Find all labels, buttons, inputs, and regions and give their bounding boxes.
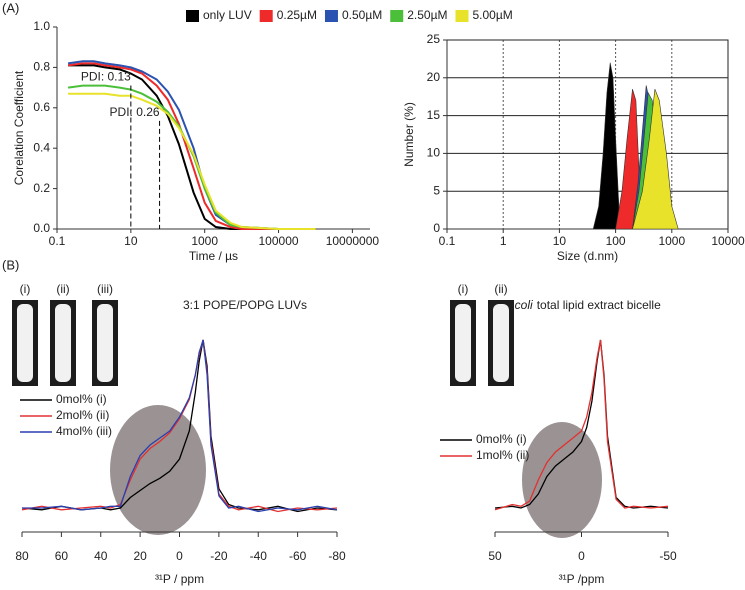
x-tick-label: 10000 bbox=[711, 234, 745, 248]
data-line bbox=[68, 64, 316, 230]
legend-label: 5.00µM bbox=[473, 8, 513, 22]
spectrum-line bbox=[494, 339, 669, 511]
data-line bbox=[67, 62, 316, 230]
x-tick-label: 0 bbox=[176, 549, 183, 563]
legend-swatch bbox=[186, 10, 199, 22]
photo-label: (ii) bbox=[56, 282, 69, 296]
annotation: PDI: 0.13 bbox=[81, 70, 131, 84]
y-tick-label: 0.4 bbox=[33, 140, 50, 154]
x-tick-label: -50 bbox=[659, 549, 677, 563]
y-axis-label: Corelation Coefficient bbox=[12, 70, 26, 185]
x-tick-label: 50 bbox=[488, 549, 502, 563]
x-tick-label: 0.1 bbox=[49, 234, 66, 248]
y-tick-label: 0.0 bbox=[33, 221, 50, 235]
x-tick-label: -20 bbox=[210, 549, 228, 563]
x-tick-label: 0.1 bbox=[439, 234, 456, 248]
chart-title: 3:1 POPE/POPG LUVs bbox=[183, 298, 307, 312]
y-tick-label: 1.0 bbox=[33, 19, 50, 33]
y-tick-label: 0.6 bbox=[33, 100, 50, 114]
x-tick-label: 1000 bbox=[191, 234, 218, 248]
legend-swatch bbox=[259, 10, 273, 22]
x-tick-label: 10000000 bbox=[326, 234, 380, 248]
data-line bbox=[68, 92, 316, 230]
x-tick-label: 100 bbox=[606, 234, 626, 248]
panel-label: (B) bbox=[2, 257, 19, 272]
y-tick-label: 5 bbox=[433, 183, 440, 197]
legend-label: 1mol% (ii) bbox=[476, 448, 529, 462]
annotation: PDI: 0.26 bbox=[110, 105, 160, 119]
data-area bbox=[632, 88, 679, 230]
x-axis-label: Time / µs bbox=[189, 249, 238, 263]
photo-tube bbox=[455, 304, 471, 382]
x-tick-label: 1 bbox=[500, 234, 507, 248]
legend-label: 4mol% (iii) bbox=[56, 424, 112, 438]
legend-label: 0.50µM bbox=[342, 8, 382, 22]
y-axis-label: Number (%) bbox=[402, 102, 416, 167]
legend-swatch bbox=[455, 10, 469, 22]
x-tick-label: 10 bbox=[124, 234, 138, 248]
legend-label: 2mol% (ii) bbox=[56, 408, 109, 422]
x-axis-label: ³¹P / ppm bbox=[155, 572, 204, 586]
chart-title: total lipid extract bicelle bbox=[537, 298, 661, 312]
photo-tube bbox=[55, 304, 71, 382]
legend-label: only LUV bbox=[203, 8, 252, 22]
x-tick-label: 60 bbox=[55, 549, 69, 563]
photo-label: (i) bbox=[458, 282, 469, 296]
spectrum-line bbox=[494, 339, 669, 509]
x-tick-label: 1000 bbox=[658, 234, 685, 248]
x-tick-label: 80 bbox=[15, 549, 29, 563]
legend-label: 0.25µM bbox=[277, 8, 317, 22]
x-tick-label: 20 bbox=[133, 549, 147, 563]
photo-label: (ii) bbox=[494, 282, 507, 296]
x-tick-label: -80 bbox=[328, 549, 346, 563]
legend-label: 2.50µM bbox=[407, 8, 447, 22]
photo-label: (i) bbox=[20, 282, 31, 296]
y-tick-label: 0.2 bbox=[33, 181, 50, 195]
highlight-ellipse bbox=[110, 405, 206, 535]
photo-tube bbox=[17, 304, 33, 382]
x-tick-label: 10 bbox=[553, 234, 567, 248]
x-tick-label: 0 bbox=[578, 549, 585, 563]
y-tick-label: 15 bbox=[427, 108, 441, 122]
legend-label: 0mol% (i) bbox=[56, 392, 107, 406]
data-line bbox=[67, 84, 316, 230]
x-tick-label: -60 bbox=[289, 549, 307, 563]
x-axis-label: Size (d.nm) bbox=[557, 249, 618, 263]
legend-label: 0mol% (i) bbox=[476, 432, 527, 446]
spectrum-line bbox=[22, 339, 338, 513]
y-tick-label: 20 bbox=[427, 70, 441, 84]
y-tick-label: 25 bbox=[427, 32, 441, 46]
y-tick-label: 0 bbox=[433, 221, 440, 235]
x-axis-label: ³¹P /ppm bbox=[559, 572, 605, 586]
plot-frame bbox=[446, 39, 729, 230]
highlight-ellipse bbox=[522, 422, 602, 538]
photo-tube bbox=[493, 304, 509, 382]
legend-swatch bbox=[324, 10, 338, 22]
y-tick-label: 10 bbox=[427, 146, 441, 160]
y-tick-label: 0.8 bbox=[33, 60, 50, 74]
photo-tube bbox=[97, 304, 113, 382]
x-tick-label: 100000 bbox=[259, 234, 299, 248]
x-tick-label: 40 bbox=[94, 549, 108, 563]
data-area bbox=[592, 62, 621, 230]
photo-label: (iii) bbox=[97, 282, 113, 296]
legend-swatch bbox=[390, 10, 404, 22]
x-tick-label: -40 bbox=[250, 549, 268, 563]
panel-label: (A) bbox=[2, 0, 19, 15]
